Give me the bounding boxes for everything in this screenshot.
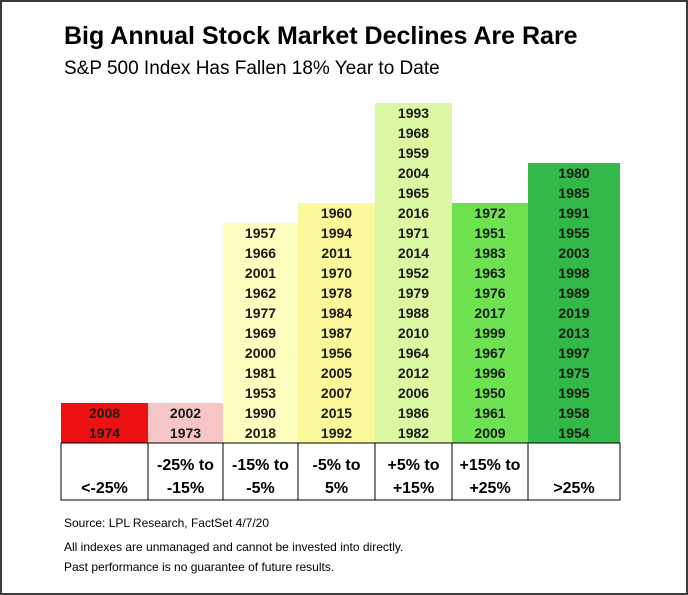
chart-title: Big Annual Stock Market Declines Are Rar… [64,22,578,50]
category-label-box [60,442,621,501]
year-label: 2005 [321,365,352,381]
year-label: 1968 [398,125,429,141]
year-label: 1972 [474,205,505,221]
category-label: >25% [553,480,594,497]
year-label: 1989 [558,285,589,301]
bar-6 [452,203,528,443]
year-label: 1977 [245,305,276,321]
year-label: 1966 [245,245,276,261]
year-label: 2014 [398,245,429,261]
year-label: 1967 [474,345,505,361]
year-label: 1997 [558,345,589,361]
year-label: 1955 [558,225,589,241]
year-label: 1974 [89,425,120,441]
year-label: 1999 [474,325,505,341]
category-label: +15% to [460,457,521,474]
year-label: 1980 [558,165,589,181]
year-label: 2000 [245,345,276,361]
year-label: 2004 [398,165,429,181]
year-label: 2006 [398,385,429,401]
disclaimer-performance: Past performance is no guarantee of futu… [64,560,335,574]
chart-subtitle: S&P 500 Index Has Fallen 18% Year to Dat… [64,58,440,79]
year-label: 1986 [398,405,429,421]
year-label: 1963 [474,265,505,281]
year-label: 1959 [398,145,429,161]
category-label: -15% [167,480,204,497]
category-label: 5% [325,480,348,497]
year-label: 2019 [558,305,589,321]
year-label: 2015 [321,405,352,421]
bar-4 [298,203,375,443]
year-label: 1993 [398,105,429,121]
bar-5 [375,103,452,443]
year-label: 1978 [321,285,352,301]
bar-1 [61,403,148,443]
year-label: 2007 [321,385,352,401]
year-label: 1954 [558,425,589,441]
category-label: -15% to [232,457,289,474]
disclaimer-indexes: All indexes are unmanaged and cannot be … [64,540,404,554]
year-label: 1960 [321,205,352,221]
year-label: 1950 [474,385,505,401]
year-label: 1971 [398,225,429,241]
year-label: 1957 [245,225,276,241]
year-label: 2008 [89,405,120,421]
year-label: 1982 [398,425,429,441]
bar-2 [148,403,223,443]
year-label: 2002 [170,405,201,421]
category-label: +5% to [387,457,439,474]
year-label: 1969 [245,325,276,341]
year-label: 2011 [321,245,352,261]
year-label: 1992 [321,425,352,441]
category-label: -25% to [157,457,214,474]
category-label: +15% [393,480,434,497]
year-label: 2018 [245,425,276,441]
year-label: 1983 [474,245,505,261]
year-label: 1961 [474,405,505,421]
year-label: 2009 [474,425,505,441]
year-label: 1973 [170,425,201,441]
year-label: 2010 [398,325,429,341]
year-label: 1979 [398,285,429,301]
year-label: 1965 [398,185,429,201]
year-label: 1990 [245,405,276,421]
category-label: +25% [469,480,510,497]
category-label: -5% to [313,457,361,474]
year-label: 1996 [474,365,505,381]
year-label: 1991 [558,205,589,221]
year-label: 1952 [398,265,429,281]
year-label: 1984 [321,305,352,321]
year-label: 2016 [398,205,429,221]
year-label: 2017 [474,305,505,321]
year-label: 1953 [245,385,276,401]
bar-7 [528,163,620,443]
source-note: Source: LPL Research, FactSet 4/7/20 [64,516,270,530]
year-label: 1970 [321,265,352,281]
year-label: 1958 [558,405,589,421]
year-label: 1975 [558,365,589,381]
year-label: 2001 [245,265,276,281]
year-label: 1987 [321,325,352,341]
year-label: 1994 [321,225,352,241]
year-label: 1951 [474,225,505,241]
year-label: 1998 [558,265,589,281]
year-label: 2012 [398,365,429,381]
year-label: 2003 [558,245,589,261]
year-label: 1988 [398,305,429,321]
year-label: 1995 [558,385,589,401]
year-label: 1985 [558,185,589,201]
year-label: 1981 [245,365,276,381]
year-label: 1964 [398,345,429,361]
year-label: 1956 [321,345,352,361]
year-label: 1976 [474,285,505,301]
category-label: <-25% [81,480,128,497]
category-label: -5% [246,480,274,497]
year-label: 2013 [558,325,589,341]
year-label: 1962 [245,285,276,301]
bar-3 [223,223,298,443]
